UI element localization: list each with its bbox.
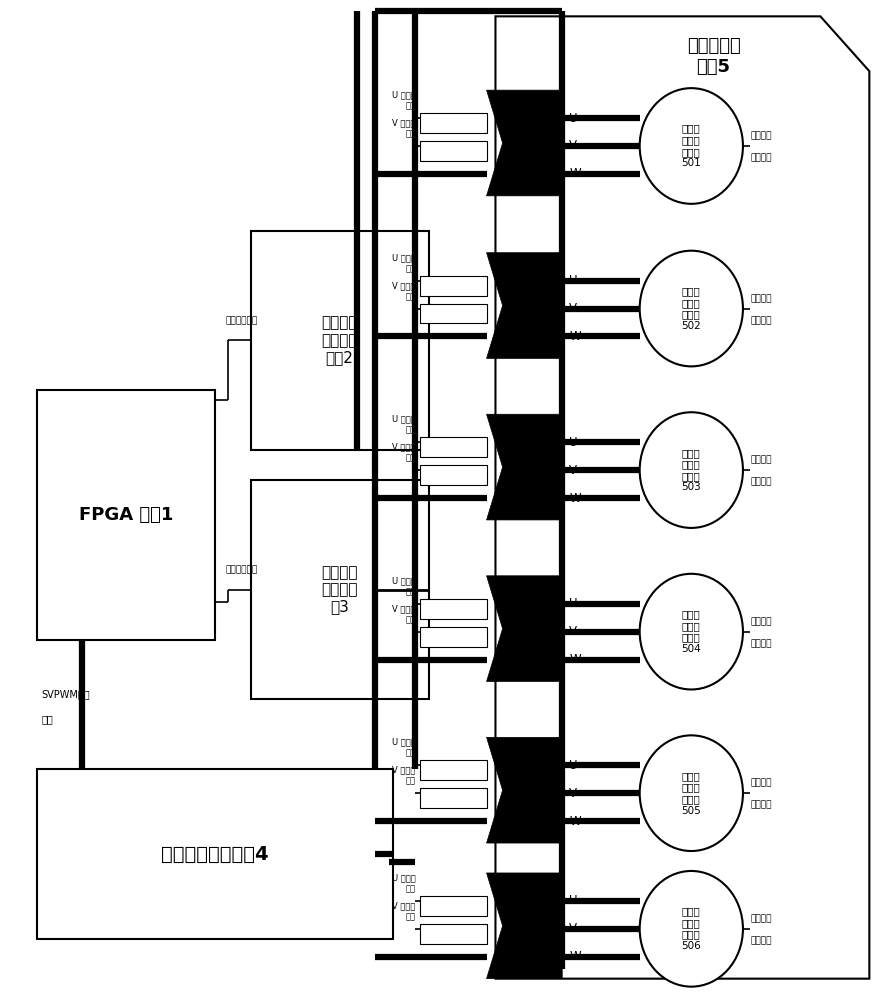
Text: V: V bbox=[570, 139, 578, 152]
Bar bbox=[420, 113, 487, 133]
Text: 采集: 采集 bbox=[405, 102, 415, 111]
Text: U 相电流: U 相电流 bbox=[392, 415, 415, 424]
Text: 第四路
永磁同
步电机
504: 第四路 永磁同 步电机 504 bbox=[681, 609, 701, 654]
Text: 采集: 采集 bbox=[405, 884, 415, 893]
Text: 电机功率驱动模块4: 电机功率驱动模块4 bbox=[162, 845, 269, 864]
Text: 采集: 采集 bbox=[405, 264, 415, 273]
Bar bbox=[420, 760, 487, 780]
Text: 采集: 采集 bbox=[405, 912, 415, 921]
Bar bbox=[420, 924, 487, 944]
Text: 采集: 采集 bbox=[405, 777, 415, 786]
Text: 采集: 采集 bbox=[405, 615, 415, 624]
Text: V: V bbox=[570, 787, 578, 800]
Text: V 相电流: V 相电流 bbox=[392, 281, 415, 290]
Text: 位置信号: 位置信号 bbox=[750, 801, 772, 810]
Text: W: W bbox=[570, 950, 581, 963]
Text: U: U bbox=[570, 894, 578, 907]
Text: U 相电流: U 相电流 bbox=[392, 738, 415, 747]
Text: U 相电流: U 相电流 bbox=[392, 91, 415, 100]
Text: 位置信号: 位置信号 bbox=[750, 639, 772, 648]
Text: V: V bbox=[570, 302, 578, 315]
Text: 电机转子: 电机转子 bbox=[750, 779, 772, 788]
Bar bbox=[420, 465, 487, 485]
Polygon shape bbox=[496, 16, 870, 979]
Bar bbox=[420, 627, 487, 647]
Bar bbox=[251, 231, 429, 450]
Bar bbox=[420, 304, 487, 323]
Text: U: U bbox=[570, 112, 578, 125]
Text: V 相电流: V 相电流 bbox=[392, 604, 415, 613]
Bar bbox=[420, 788, 487, 808]
Text: W: W bbox=[570, 167, 581, 180]
Text: U: U bbox=[570, 759, 578, 772]
Text: U 相电流: U 相电流 bbox=[392, 576, 415, 585]
Bar bbox=[251, 480, 429, 699]
Bar bbox=[420, 276, 487, 296]
Circle shape bbox=[639, 735, 743, 851]
Text: 电机转子: 电机转子 bbox=[750, 914, 772, 923]
Bar bbox=[420, 437, 487, 457]
Text: 电机转子: 电机转子 bbox=[750, 617, 772, 626]
Circle shape bbox=[639, 412, 743, 528]
Text: V: V bbox=[570, 464, 578, 477]
Text: 第二路
永磁同
步电机
502: 第二路 永磁同 步电机 502 bbox=[681, 286, 701, 331]
Text: 第三路
永磁同
步电机
503: 第三路 永磁同 步电机 503 bbox=[681, 448, 701, 492]
Text: 信号: 信号 bbox=[41, 714, 54, 724]
Text: SVPWM控制: SVPWM控制 bbox=[41, 689, 90, 699]
Bar bbox=[420, 896, 487, 916]
Polygon shape bbox=[487, 873, 563, 979]
Text: 采集: 采集 bbox=[405, 130, 415, 139]
Text: 采集: 采集 bbox=[405, 587, 415, 596]
Bar bbox=[420, 599, 487, 619]
Text: 采集: 采集 bbox=[405, 426, 415, 435]
Bar bbox=[420, 141, 487, 161]
Text: U: U bbox=[570, 597, 578, 610]
Text: 位置信号: 位置信号 bbox=[750, 316, 772, 325]
Text: 第一路
永磁同
步电机
501: 第一路 永磁同 步电机 501 bbox=[681, 124, 701, 168]
Text: 采集: 采集 bbox=[405, 454, 415, 463]
Bar bbox=[37, 390, 215, 640]
Polygon shape bbox=[487, 576, 563, 681]
Circle shape bbox=[639, 871, 743, 987]
Polygon shape bbox=[487, 90, 563, 196]
Text: 电机转子: 电机转子 bbox=[750, 294, 772, 303]
Text: U 相电流: U 相电流 bbox=[392, 873, 415, 882]
Circle shape bbox=[639, 574, 743, 689]
Text: W: W bbox=[570, 492, 581, 505]
Text: V 相电流: V 相电流 bbox=[392, 901, 415, 910]
Text: 位置信号: 位置信号 bbox=[750, 153, 772, 162]
Text: 采集: 采集 bbox=[405, 749, 415, 758]
Text: 第六路
永磁同
步电机
506: 第六路 永磁同 步电机 506 bbox=[681, 906, 701, 951]
Circle shape bbox=[639, 251, 743, 366]
Text: V 相电流: V 相电流 bbox=[392, 443, 415, 452]
Text: 第五路
永磁同
步电机
505: 第五路 永磁同 步电机 505 bbox=[681, 771, 701, 816]
Text: U: U bbox=[570, 274, 578, 287]
Text: V: V bbox=[570, 625, 578, 638]
Text: V 相电流: V 相电流 bbox=[392, 119, 415, 128]
Text: 位置信号: 位置信号 bbox=[750, 478, 772, 487]
Text: 采集: 采集 bbox=[405, 292, 415, 301]
Text: W: W bbox=[570, 330, 581, 343]
Polygon shape bbox=[487, 414, 563, 520]
Text: W: W bbox=[570, 815, 581, 828]
Text: 电机转子
位置采集
模块2: 电机转子 位置采集 模块2 bbox=[321, 316, 358, 365]
Polygon shape bbox=[487, 737, 563, 843]
Polygon shape bbox=[487, 253, 563, 358]
Text: 电机相电
流采集模
块3: 电机相电 流采集模 块3 bbox=[321, 565, 358, 615]
Text: 电机转子: 电机转子 bbox=[750, 456, 772, 465]
Text: 位置信号: 位置信号 bbox=[750, 936, 772, 945]
Text: 数字通讯总线: 数字通讯总线 bbox=[226, 316, 258, 325]
Circle shape bbox=[639, 88, 743, 204]
Text: V 相电流: V 相电流 bbox=[392, 766, 415, 775]
Text: U: U bbox=[570, 436, 578, 449]
Text: 电机转子: 电机转子 bbox=[750, 132, 772, 141]
Bar bbox=[37, 769, 393, 939]
Text: FPGA 模块1: FPGA 模块1 bbox=[79, 506, 173, 524]
Text: V: V bbox=[570, 922, 578, 935]
Text: U 相电流: U 相电流 bbox=[392, 253, 415, 262]
Text: 数字通讯总线: 数字通讯总线 bbox=[226, 566, 258, 575]
Text: 永磁同步电
机组5: 永磁同步电 机组5 bbox=[687, 37, 740, 76]
Text: W: W bbox=[570, 653, 581, 666]
